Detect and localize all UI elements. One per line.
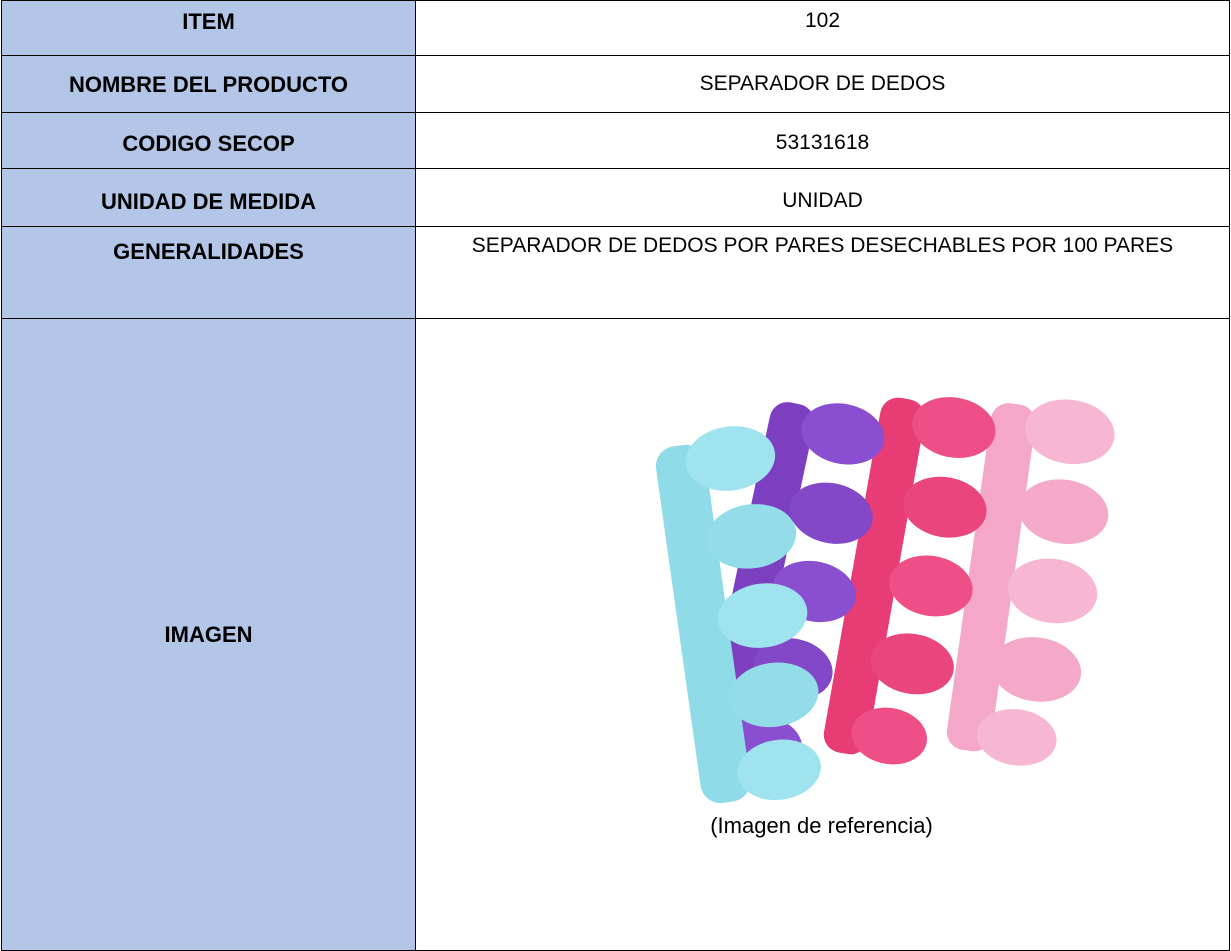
row-label: ITEM: [1, 0, 416, 56]
table-row: NOMBRE DEL PRODUCTO SEPARADOR DE DEDOS: [1, 55, 1230, 113]
row-label: NOMBRE DEL PRODUCTO: [1, 55, 416, 113]
row-value: 53131618: [415, 112, 1230, 169]
label-text: NOMBRE DEL PRODUCTO: [68, 72, 349, 97]
row-value: SEPARADOR DE DEDOS POR PARES DESECHABLES…: [415, 226, 1230, 319]
value-text: 53131618: [775, 131, 870, 154]
row-label: UNIDAD DE MEDIDA: [1, 168, 416, 227]
row-label: IMAGEN: [1, 318, 416, 951]
value-text: SEPARADOR DE DEDOS: [699, 72, 946, 95]
table-row: ITEM 102: [1, 0, 1230, 56]
product-image: [655, 397, 1115, 804]
row-value: SEPARADOR DE DEDOS: [415, 55, 1230, 113]
table-row: UNIDAD DE MEDIDA UNIDAD: [1, 168, 1230, 227]
label-text: GENERALIDADES: [113, 239, 304, 264]
separator-blue: [655, 426, 821, 804]
image-caption: (Imagen de referencia): [710, 813, 933, 838]
value-text: SEPARADOR DE DEDOS POR PARES DESECHABLES…: [471, 234, 1174, 257]
table-row: CODIGO SECOP 53131618: [1, 112, 1230, 169]
value-text: UNIDAD: [782, 189, 863, 212]
row-label: GENERALIDADES: [1, 226, 416, 319]
value-text: 102: [804, 9, 841, 32]
separator-pink: [946, 399, 1115, 766]
row-value: (Imagen de referencia): [415, 318, 1230, 951]
separator-magenta: [823, 397, 996, 765]
row-label: CODIGO SECOP: [1, 112, 416, 169]
table-row: GENERALIDADES SEPARADOR DE DEDOS POR PAR…: [1, 226, 1230, 319]
row-value: UNIDAD: [415, 168, 1230, 227]
row-value: 102: [415, 0, 1230, 56]
label-text: IMAGEN: [164, 621, 253, 647]
label-text: UNIDAD DE MEDIDA: [100, 189, 317, 214]
label-text: ITEM: [182, 9, 235, 34]
table-row: IMAGEN: [1, 318, 1230, 951]
label-text: CODIGO SECOP: [122, 131, 295, 156]
